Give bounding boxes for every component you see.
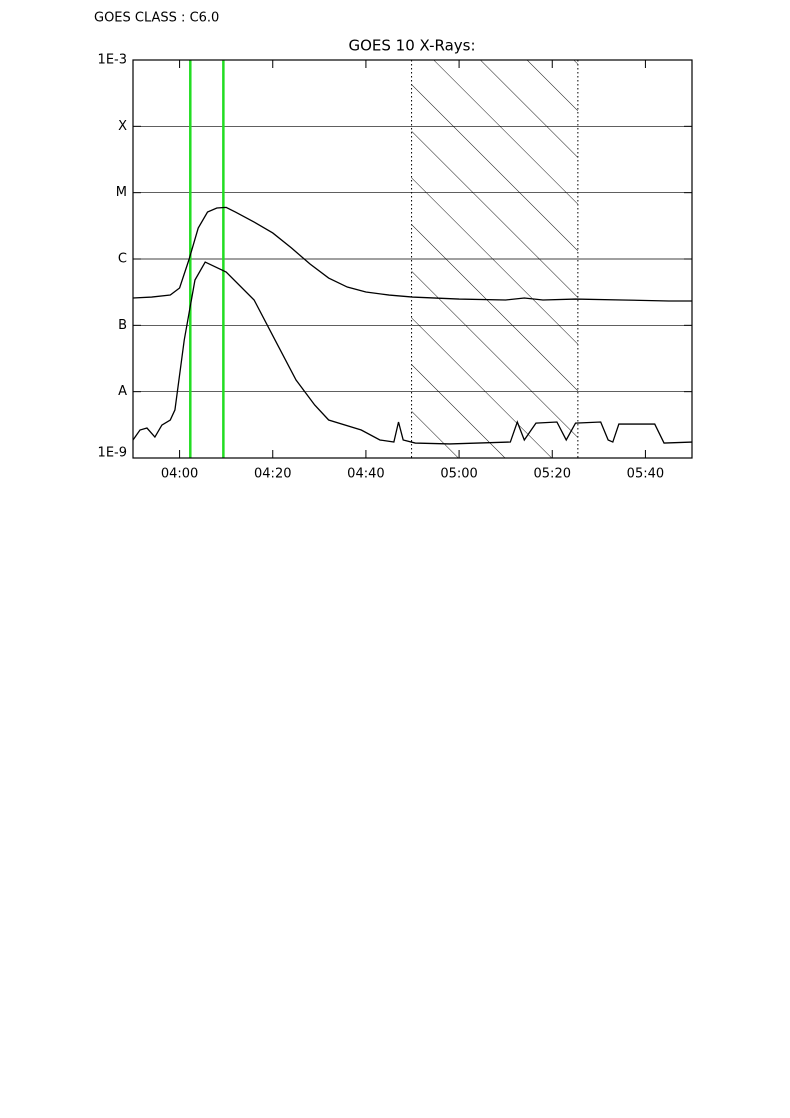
- x-tick-label: 04:40: [347, 467, 384, 482]
- x-tick-label: 04:00: [161, 467, 198, 482]
- y-tick-label: 1E-9: [98, 446, 127, 461]
- x-tick-label: 05:40: [627, 467, 664, 482]
- y-tick-label: C: [118, 252, 127, 267]
- y-tick-label: A: [118, 384, 127, 399]
- x-tick-label: 04:20: [254, 467, 291, 482]
- y-tick-label: X: [118, 119, 127, 134]
- series-line: [133, 206, 692, 302]
- x-tick-label: 05:20: [534, 467, 571, 482]
- chart-title: GOES 10 X-Rays:: [348, 37, 475, 55]
- y-tick-label: 1E-3: [98, 53, 127, 68]
- series-line: [133, 261, 692, 445]
- plot-frame: [132, 59, 693, 459]
- x-tick-label: 05:00: [440, 467, 477, 482]
- y-tick-label: B: [118, 318, 127, 333]
- header: GOES CLASS : C6.0: [94, 11, 219, 26]
- y-tick-label: M: [116, 185, 127, 200]
